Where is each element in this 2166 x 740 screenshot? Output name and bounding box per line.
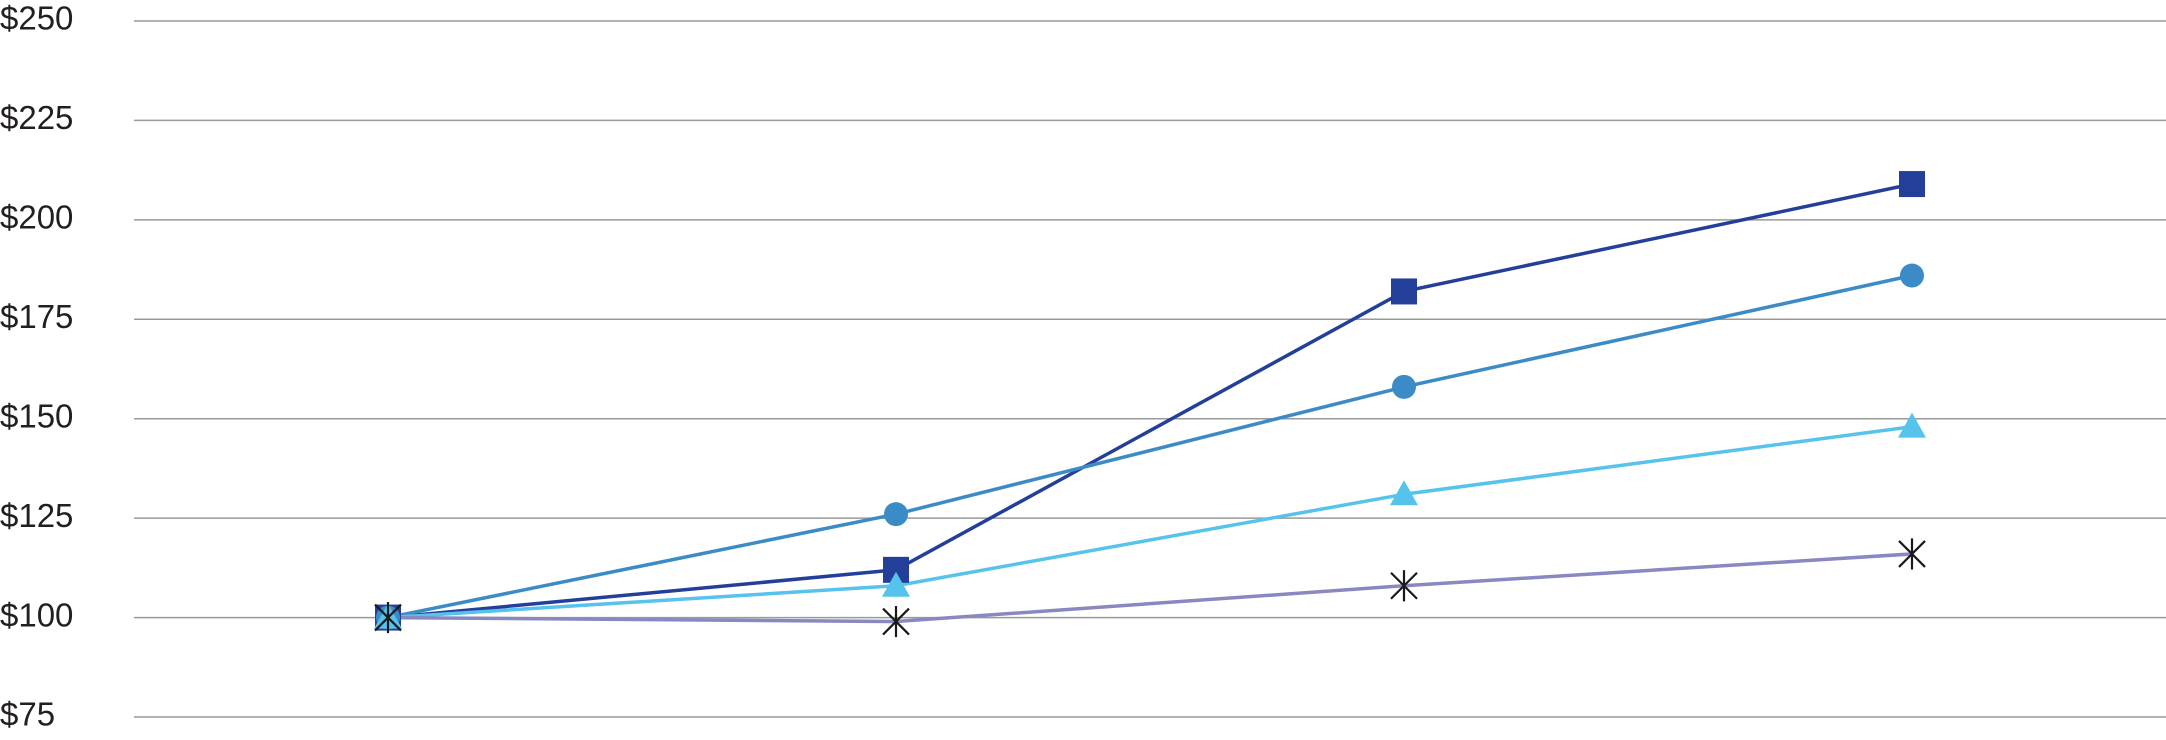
y-tick-label: $200 [0,199,73,236]
series-line [387,552,1913,624]
y-tick-label: $250 [0,0,73,37]
y-tick-label: $100 [0,596,73,633]
y-tick-label: $75 [0,696,55,733]
y-tick-label: $150 [0,397,73,434]
marker [1898,538,1926,570]
y-tick-label: $125 [0,497,73,534]
marker [1390,570,1418,602]
marker [1900,263,1924,288]
marker [1898,412,1926,438]
marker [882,605,910,638]
marker [1392,374,1416,399]
marker [1391,278,1417,305]
marker [882,571,910,597]
series-line [387,273,1913,620]
marker [374,601,402,634]
marker [1899,171,1925,198]
series-line [387,424,1913,620]
y-tick-label: $175 [0,298,73,335]
marker [1390,480,1418,506]
series-line [387,182,1913,620]
y-tick-label: $225 [0,99,73,136]
marker [884,502,908,527]
